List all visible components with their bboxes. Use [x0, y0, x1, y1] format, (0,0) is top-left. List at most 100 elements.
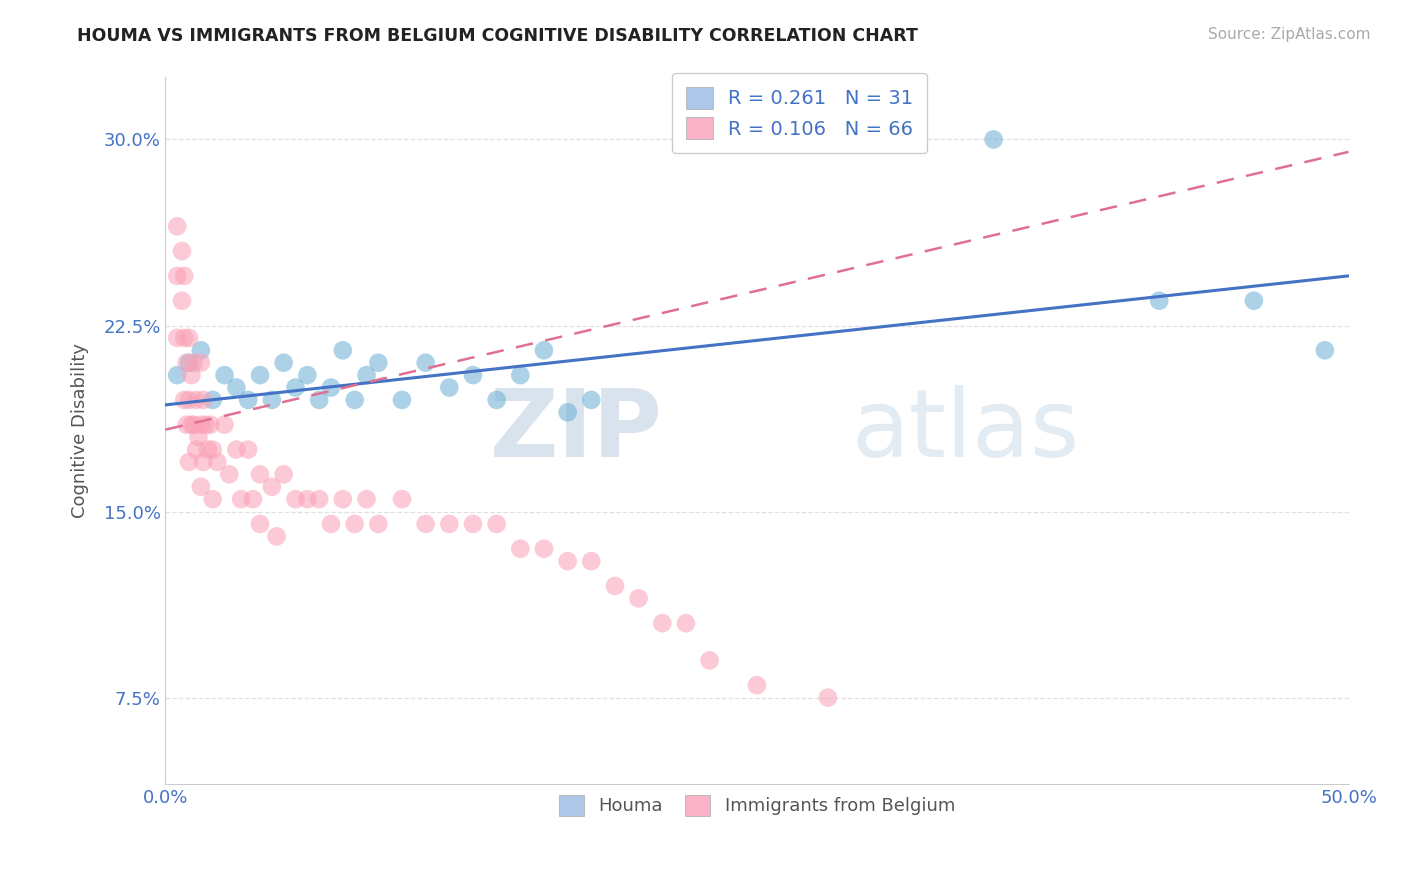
- Point: [176, 417, 198, 432]
- Point: [242, 492, 264, 507]
- Point: [297, 368, 319, 383]
- Point: [627, 591, 650, 606]
- Point: [557, 554, 579, 568]
- Point: [391, 392, 413, 407]
- Point: [509, 368, 531, 383]
- Point: [533, 343, 555, 358]
- Point: [225, 380, 247, 394]
- Point: [367, 516, 389, 531]
- Point: [485, 516, 508, 531]
- Point: [200, 417, 222, 432]
- Point: [190, 480, 212, 494]
- Point: [675, 616, 697, 631]
- Point: [367, 356, 389, 370]
- Point: [194, 417, 217, 432]
- Point: [177, 455, 200, 469]
- Point: [180, 417, 202, 432]
- Point: [249, 467, 271, 482]
- Point: [817, 690, 839, 705]
- Point: [166, 331, 188, 345]
- Point: [297, 492, 319, 507]
- Point: [603, 579, 626, 593]
- Point: [983, 132, 1005, 146]
- Point: [166, 268, 188, 283]
- Point: [533, 541, 555, 556]
- Text: atlas: atlas: [852, 385, 1080, 477]
- Point: [343, 516, 366, 531]
- Point: [249, 368, 271, 383]
- Point: [319, 516, 342, 531]
- Point: [173, 268, 195, 283]
- Point: [273, 356, 295, 370]
- Point: [273, 467, 295, 482]
- Point: [356, 492, 378, 507]
- Text: ZIP: ZIP: [489, 385, 662, 477]
- Point: [1243, 293, 1265, 308]
- Point: [180, 368, 202, 383]
- Point: [170, 244, 193, 258]
- Point: [173, 392, 195, 407]
- Point: [193, 455, 215, 469]
- Point: [415, 356, 437, 370]
- Point: [343, 392, 366, 407]
- Point: [260, 480, 283, 494]
- Point: [187, 430, 209, 444]
- Point: [260, 392, 283, 407]
- Point: [207, 455, 229, 469]
- Point: [201, 392, 224, 407]
- Point: [218, 467, 240, 482]
- Point: [184, 392, 207, 407]
- Point: [238, 392, 260, 407]
- Point: [177, 392, 200, 407]
- Legend: Houma, Immigrants from Belgium: Houma, Immigrants from Belgium: [550, 786, 965, 825]
- Point: [229, 492, 252, 507]
- Point: [581, 392, 603, 407]
- Point: [214, 417, 236, 432]
- Point: [170, 293, 193, 308]
- Point: [190, 356, 212, 370]
- Point: [509, 541, 531, 556]
- Point: [201, 492, 224, 507]
- Point: [193, 392, 215, 407]
- Point: [1313, 343, 1336, 358]
- Y-axis label: Cognitive Disability: Cognitive Disability: [72, 343, 89, 518]
- Point: [651, 616, 673, 631]
- Point: [461, 368, 484, 383]
- Point: [284, 380, 307, 394]
- Point: [332, 343, 354, 358]
- Point: [166, 219, 188, 234]
- Point: [439, 380, 461, 394]
- Point: [308, 392, 330, 407]
- Point: [177, 356, 200, 370]
- Text: Source: ZipAtlas.com: Source: ZipAtlas.com: [1208, 27, 1371, 42]
- Point: [745, 678, 768, 692]
- Point: [332, 492, 354, 507]
- Point: [183, 417, 205, 432]
- Point: [485, 392, 508, 407]
- Point: [284, 492, 307, 507]
- Point: [461, 516, 484, 531]
- Point: [1147, 293, 1170, 308]
- Point: [699, 653, 721, 667]
- Text: HOUMA VS IMMIGRANTS FROM BELGIUM COGNITIVE DISABILITY CORRELATION CHART: HOUMA VS IMMIGRANTS FROM BELGIUM COGNITI…: [77, 27, 918, 45]
- Point: [581, 554, 603, 568]
- Point: [177, 331, 200, 345]
- Point: [197, 442, 219, 457]
- Point: [319, 380, 342, 394]
- Point: [184, 442, 207, 457]
- Point: [214, 368, 236, 383]
- Point: [173, 331, 195, 345]
- Point: [238, 442, 260, 457]
- Point: [439, 516, 461, 531]
- Point: [557, 405, 579, 419]
- Point: [356, 368, 378, 383]
- Point: [415, 516, 437, 531]
- Point: [225, 442, 247, 457]
- Point: [201, 442, 224, 457]
- Point: [190, 343, 212, 358]
- Point: [183, 356, 205, 370]
- Point: [391, 492, 413, 507]
- Point: [190, 417, 212, 432]
- Point: [249, 516, 271, 531]
- Point: [266, 529, 288, 543]
